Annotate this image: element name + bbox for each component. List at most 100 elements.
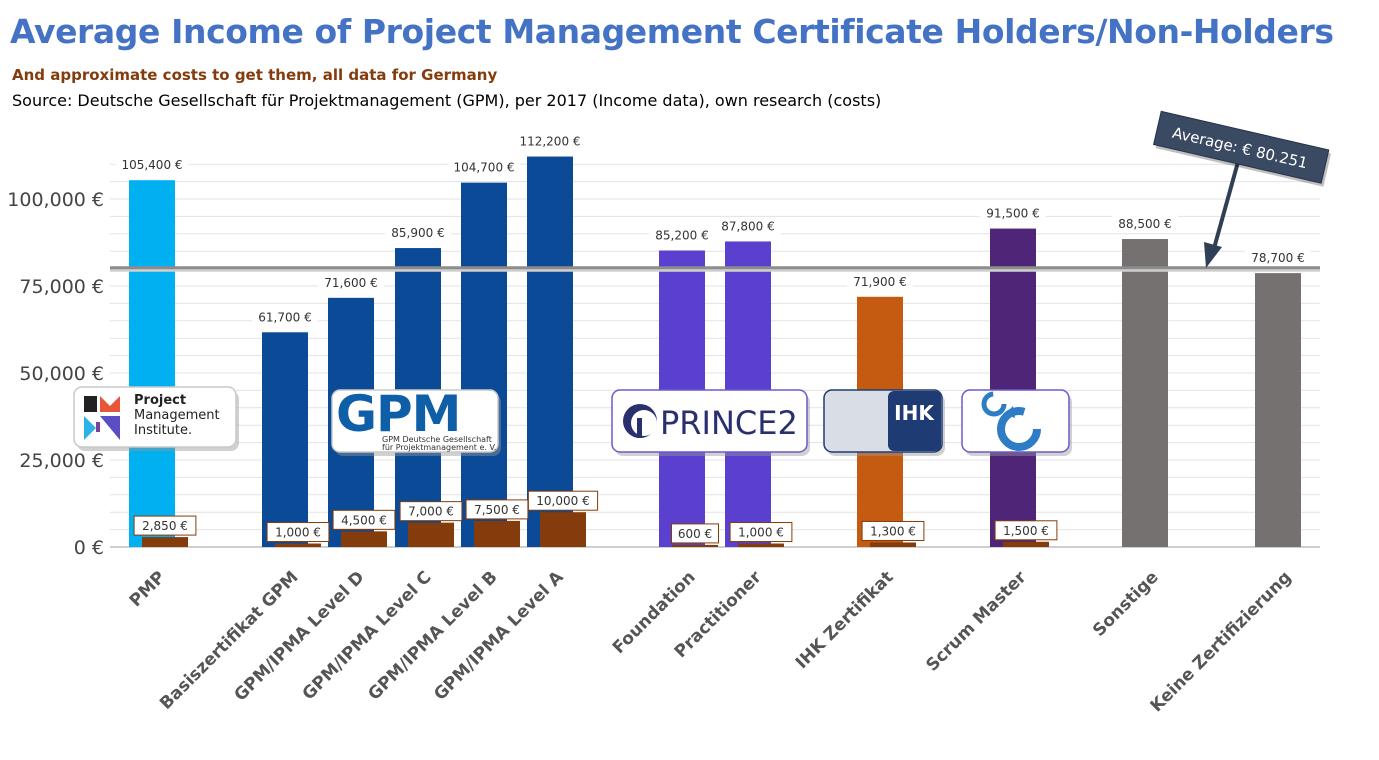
prince2-logo-box xyxy=(611,389,808,453)
cost-value-label: 4,500 € xyxy=(341,513,387,527)
income-label-bg xyxy=(1112,215,1178,234)
income-value-label: 85,200 € xyxy=(655,229,708,243)
y-tick-label: 75,000 € xyxy=(19,276,104,298)
income-label-bg xyxy=(847,272,913,291)
cost-label-box xyxy=(861,520,925,541)
average-callout: Average: € 80.251 xyxy=(1152,110,1332,187)
cost-value-label: 1,300 € xyxy=(870,524,916,538)
average-arrow-head xyxy=(1204,242,1222,268)
page-title: Average Income of Project Management Cer… xyxy=(10,12,1334,51)
cost-value-label: 10,000 € xyxy=(536,494,589,508)
income-value-label: 87,800 € xyxy=(721,219,774,233)
cost-label-box xyxy=(266,522,330,543)
income-bar xyxy=(990,228,1036,547)
x-tick-label: GPM/IPMA Level A xyxy=(430,567,568,705)
gpm-logo-text: GPM Deutsche Gesellschaft xyxy=(382,435,492,444)
pmi-mark-center xyxy=(96,422,100,432)
cost-bar xyxy=(540,512,586,547)
cost-value-label: 600 € xyxy=(678,527,712,541)
y-axis: 0 € 25,000 € 50,000 € 75,000 € 100,000 € xyxy=(7,189,104,559)
income-label-bg xyxy=(252,308,318,327)
income-bar xyxy=(1255,273,1301,547)
income-value-label: 91,500 € xyxy=(986,207,1039,221)
pmi-logo-text: Project xyxy=(134,393,186,408)
average-arrow-shaft xyxy=(1211,161,1240,253)
cost-label-box xyxy=(994,520,1058,541)
ihk-logo-block xyxy=(888,391,941,451)
prince2-mark-bar xyxy=(637,418,642,438)
x-tick-label: Keine Zertifizierung xyxy=(1147,567,1296,716)
cost-label-box xyxy=(671,523,719,544)
x-tick-label: PMP xyxy=(126,567,170,611)
prince2-mark-inner xyxy=(631,410,657,436)
pmi-logo-text: Management xyxy=(134,408,220,423)
y-tick-label: 25,000 € xyxy=(19,450,104,472)
pmi-mark-right xyxy=(100,416,120,440)
income-label-bg xyxy=(980,204,1046,223)
x-tick-label: Sonstige xyxy=(1089,567,1162,640)
cost-bar xyxy=(275,543,321,547)
cost-bar xyxy=(870,542,916,547)
scrum-logo-box xyxy=(961,389,1070,453)
cost-bar xyxy=(738,543,784,547)
scrum-logo-arrow xyxy=(1005,406,1015,418)
income-value-label: 61,700 € xyxy=(258,310,311,324)
pmi-mark-left xyxy=(84,416,96,440)
cost-value-label: 7,000 € xyxy=(408,505,454,519)
cost-label-box xyxy=(729,522,793,543)
pmi-logo-text: Institute. xyxy=(134,423,192,438)
gpm-logo-box xyxy=(331,389,499,453)
income-value-label: 71,600 € xyxy=(324,276,377,290)
pmi-mark-m xyxy=(100,396,120,412)
x-tick-label: GPM/IPMA Level C xyxy=(299,567,436,704)
income-label-bg xyxy=(649,226,715,245)
gpm-logo-mark: GPM xyxy=(336,385,460,443)
x-tick-label: Scrum Master xyxy=(922,567,1031,676)
income-label-bg xyxy=(513,132,587,151)
average-callout-box xyxy=(1152,110,1330,184)
x-tick-label: GPM/IPMA Level B xyxy=(364,567,501,704)
income-value-label: 88,500 € xyxy=(1118,217,1171,231)
cost-value-label: 1,000 € xyxy=(738,526,784,540)
income-bar xyxy=(527,156,573,547)
cost-value-label: 1,000 € xyxy=(275,526,321,540)
income-value-label: 104,700 € xyxy=(453,161,514,175)
income-value-label: 112,200 € xyxy=(519,135,580,149)
income-label-bg xyxy=(447,158,521,177)
prince2-logo-text: PRINCE2 xyxy=(660,404,798,442)
scrum-logo-small-loop xyxy=(981,391,1007,417)
ihk-logo-text: IHK xyxy=(894,401,935,425)
cost-label-box xyxy=(527,490,599,511)
y-tick-label: 0 € xyxy=(74,537,104,559)
income-value-label: 71,900 € xyxy=(853,275,906,289)
cost-label-box xyxy=(133,515,197,536)
cost-value-label: 1,500 € xyxy=(1003,524,1049,538)
cost-value-label: 2,850 € xyxy=(142,519,188,533)
cost-bar xyxy=(341,531,387,547)
x-tick-label: IHK Zertifikat xyxy=(792,567,898,673)
income-label-bg xyxy=(385,224,451,243)
income-bar xyxy=(1122,239,1168,547)
cost-bar xyxy=(408,522,454,547)
income-value-label: 85,900 € xyxy=(391,226,444,240)
y-tick-label: 100,000 € xyxy=(7,189,104,211)
source-note: Source: Deutsche Gesellschaft für Projek… xyxy=(12,91,882,110)
cost-bar xyxy=(672,544,718,547)
cost-bars: 2,850 € 1,000 € 4,500 € 7,000 € 7,500 € 10,00… xyxy=(133,490,1058,547)
income-bar xyxy=(129,180,175,547)
x-tick-label: GPM/IPMA Level D xyxy=(231,567,369,705)
cost-label-box xyxy=(399,501,463,522)
cost-label-box xyxy=(332,509,396,530)
income-value-label: 78,700 € xyxy=(1251,251,1304,265)
income-label-bg xyxy=(715,217,781,236)
income-label-bg xyxy=(318,273,384,292)
scrum-logo-loop xyxy=(997,407,1041,451)
income-bar xyxy=(262,332,308,547)
bars: 105,400 € 61,700 € 71,600 € 85,900 € 104,700… xyxy=(115,132,1311,548)
cost-bar xyxy=(1003,541,1049,547)
cost-bar xyxy=(142,537,188,547)
average-line-group: Average: € 80.251 xyxy=(110,110,1332,272)
pmi-mark-p xyxy=(84,396,97,412)
